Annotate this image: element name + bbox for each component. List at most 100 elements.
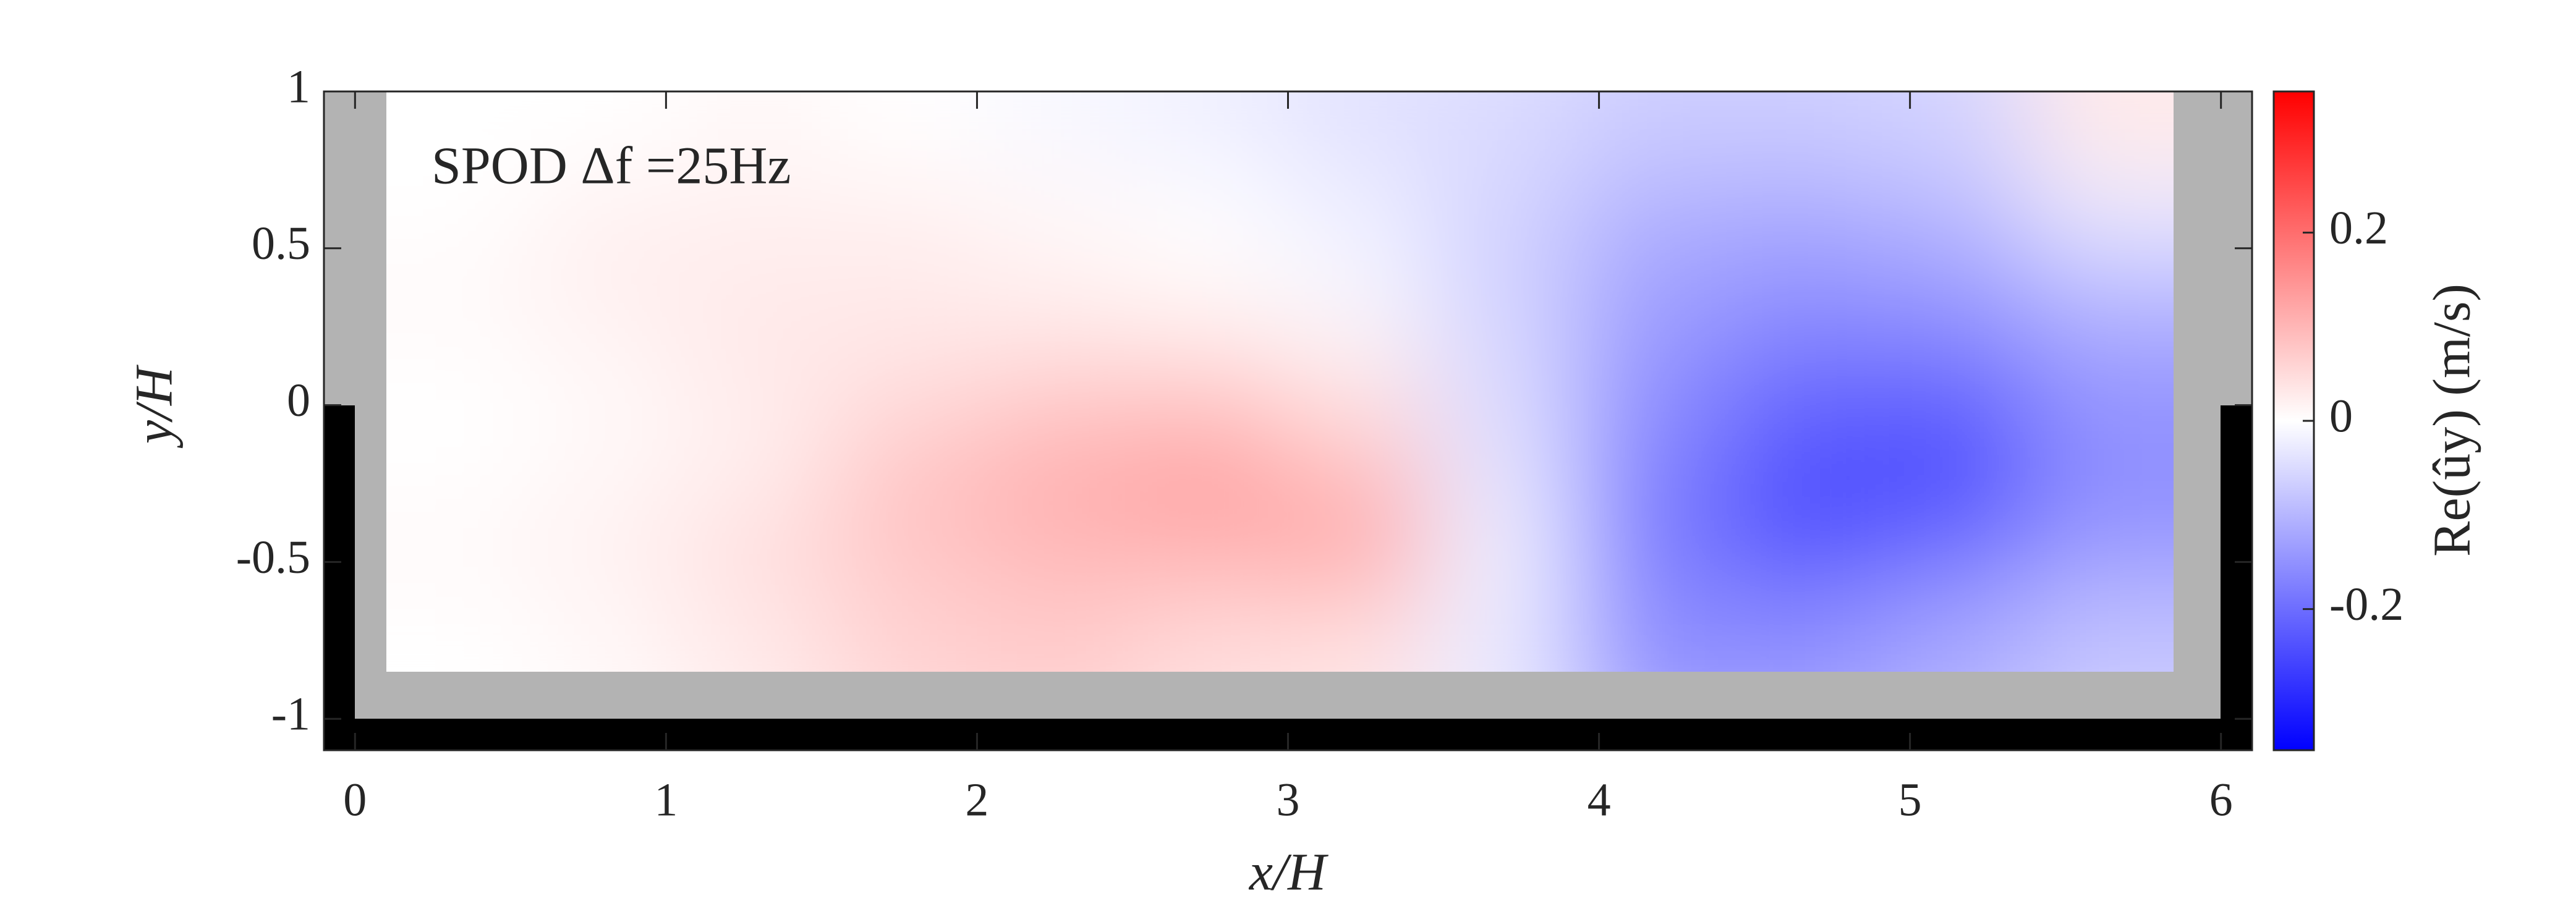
field-cell bbox=[834, 174, 984, 259]
field-cell bbox=[1726, 422, 1877, 507]
field-cell bbox=[834, 505, 984, 590]
colorbar-tick-label: 0 bbox=[2329, 390, 2353, 442]
field-cell bbox=[386, 339, 537, 423]
field-cell bbox=[1726, 339, 1877, 423]
y-tick-label: 0.5 bbox=[252, 218, 310, 269]
field-cell bbox=[1427, 588, 1578, 672]
field-cell bbox=[684, 258, 835, 341]
field-cell bbox=[1726, 258, 1877, 341]
field-cell bbox=[834, 422, 984, 507]
field-cell bbox=[1577, 505, 1727, 590]
x-tick-label: 5 bbox=[1898, 774, 1922, 826]
field-cell bbox=[983, 422, 1133, 507]
field-cell bbox=[834, 588, 984, 672]
field-cell bbox=[1132, 422, 1281, 507]
field-cell bbox=[1876, 91, 2026, 176]
y-tick-label: -1 bbox=[271, 688, 310, 740]
field-cell bbox=[1132, 588, 1281, 672]
field-cell bbox=[1132, 505, 1281, 590]
field-cell bbox=[1427, 505, 1578, 590]
y-tick-label: -0.5 bbox=[236, 531, 310, 583]
field-cell bbox=[1132, 174, 1281, 259]
field-cell bbox=[1280, 91, 1429, 176]
x-tick-label: 1 bbox=[654, 774, 678, 826]
field-cell bbox=[684, 588, 835, 672]
field-cell bbox=[1427, 174, 1578, 259]
field-cell bbox=[1726, 91, 1877, 176]
field-cell bbox=[1280, 588, 1429, 672]
field-cell bbox=[983, 588, 1133, 672]
field-cell bbox=[1280, 258, 1429, 341]
field-cell bbox=[834, 91, 984, 176]
field-cell bbox=[1876, 339, 2026, 423]
field-cell bbox=[1427, 91, 1578, 176]
x-tick-label: 0 bbox=[343, 774, 367, 826]
field-cell bbox=[1577, 339, 1727, 423]
field-cell bbox=[2025, 91, 2174, 176]
x-tick-label: 2 bbox=[965, 774, 988, 826]
field-cell bbox=[2025, 339, 2174, 423]
colorbar-tick-label: 0.2 bbox=[2329, 202, 2388, 254]
x-tick-label: 6 bbox=[2209, 774, 2233, 826]
field-cell bbox=[1876, 258, 2026, 341]
field-cell bbox=[1726, 588, 1877, 672]
field-cell bbox=[1427, 422, 1578, 507]
field-cell bbox=[386, 91, 537, 176]
x-tick-label: 4 bbox=[1588, 774, 1611, 826]
field-cell bbox=[1280, 505, 1429, 590]
field-cell bbox=[1577, 258, 1727, 341]
x-tick-label: 3 bbox=[1277, 774, 1300, 826]
x-axis-label: x/H bbox=[1248, 842, 1328, 901]
field-cell bbox=[386, 505, 537, 590]
field-cell bbox=[535, 505, 686, 590]
field-cell bbox=[2025, 174, 2174, 259]
y-tick-label: 0 bbox=[287, 374, 310, 426]
field-cell bbox=[1427, 339, 1578, 423]
field-cell bbox=[834, 258, 984, 341]
field-cell bbox=[535, 339, 686, 423]
field-cell bbox=[535, 422, 686, 507]
field-cell bbox=[1577, 174, 1727, 259]
colorbar-tick-label: -0.2 bbox=[2329, 578, 2404, 630]
field-cell bbox=[1132, 258, 1281, 341]
field-cell bbox=[1280, 174, 1429, 259]
field-cell bbox=[386, 422, 537, 507]
field-cell bbox=[1876, 174, 2026, 259]
field-cell bbox=[834, 339, 984, 423]
field-cell bbox=[1577, 422, 1727, 507]
field-cell bbox=[2025, 588, 2174, 672]
field-cell bbox=[1876, 588, 2026, 672]
field-cell bbox=[535, 258, 686, 341]
field-clip bbox=[386, 91, 2174, 672]
field-cell bbox=[684, 505, 835, 590]
y-axis-label: y/H bbox=[124, 365, 184, 449]
field-cell bbox=[1280, 422, 1429, 507]
field-cell bbox=[983, 339, 1133, 423]
field-cell bbox=[1876, 505, 2026, 590]
field-cell bbox=[1726, 505, 1877, 590]
colorbar-label: Re(ûy) (m/s) bbox=[2422, 284, 2481, 557]
field-cell bbox=[684, 91, 835, 176]
field-cell bbox=[386, 174, 537, 259]
field-cell bbox=[1427, 258, 1578, 341]
field-cell bbox=[2025, 422, 2174, 507]
field-cell bbox=[1132, 91, 1281, 176]
field bbox=[386, 91, 2174, 672]
field-cell bbox=[684, 174, 835, 259]
field-cell bbox=[386, 588, 537, 672]
field-cell bbox=[2025, 505, 2174, 590]
y-tick-label: 1 bbox=[287, 61, 310, 112]
field-cell bbox=[1577, 588, 1727, 672]
field-cell bbox=[386, 258, 537, 341]
field-cell bbox=[1876, 422, 2026, 507]
field-cell bbox=[684, 339, 835, 423]
field-cell bbox=[2025, 258, 2174, 341]
field-cell bbox=[684, 422, 835, 507]
field-cell bbox=[983, 174, 1133, 259]
field-cell bbox=[535, 588, 686, 672]
field-cell bbox=[535, 174, 686, 259]
field-cell bbox=[983, 258, 1133, 341]
annotation: SPOD Δf =25Hz bbox=[431, 136, 791, 195]
field-cell bbox=[983, 91, 1133, 176]
